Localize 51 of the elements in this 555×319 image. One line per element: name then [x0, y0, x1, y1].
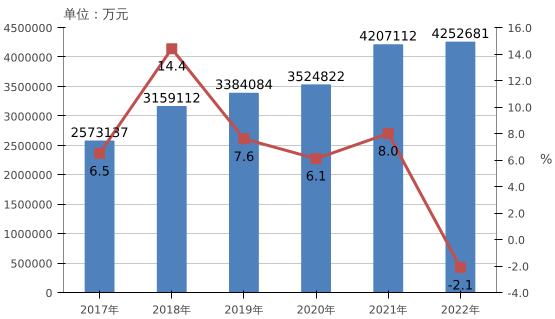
x-tick-label: 2019年	[224, 304, 264, 316]
bar	[156, 106, 187, 292]
y-tick-label: 2000000	[4, 169, 53, 182]
y2-tick-label: 6.0	[508, 154, 525, 168]
point	[310, 153, 322, 164]
x-tick-label: 2017年	[80, 304, 120, 316]
data-label: 8.0	[378, 144, 399, 160]
y-tick-label: 4000000	[4, 51, 53, 64]
x-tick-label: 2022年	[440, 304, 480, 316]
data-label: 6.1	[306, 170, 326, 185]
data-label: 4252681	[431, 27, 490, 42]
bar	[373, 44, 404, 292]
point	[382, 128, 394, 139]
y2-tick-label: 0.0	[508, 234, 525, 247]
y-tick-label: 500000	[10, 258, 53, 271]
y2-tick-label: 10.0	[508, 102, 532, 114]
y2-tick-label: 2.0	[508, 208, 525, 220]
data-label: 3159112	[142, 91, 201, 106]
y-tick-label: 3500000	[4, 80, 53, 94]
data-label: 7.6	[234, 150, 254, 165]
bar	[228, 92, 259, 292]
x-tick-label: 2020年	[296, 304, 336, 316]
data-label: 3524822	[287, 70, 346, 85]
data-label: 4207112	[359, 30, 418, 45]
data-label: -2.1	[448, 278, 474, 294]
y2-tick-label: 8.0	[508, 128, 525, 141]
y2-tick-label: -2.0	[508, 260, 529, 274]
point	[166, 43, 178, 54]
bar	[445, 42, 476, 292]
point	[94, 148, 106, 159]
y-tick-label: 3000000	[4, 110, 53, 124]
data-label: 6.5	[89, 164, 110, 180]
point	[238, 133, 250, 144]
bar	[84, 140, 115, 292]
data-label: 3384084	[214, 78, 273, 94]
bar	[301, 84, 332, 292]
x-tick-label: 2021年	[368, 304, 408, 316]
y-tick-label: 1500000	[4, 198, 53, 212]
y2-tick-label: 14.0	[508, 48, 532, 62]
x-tick-label: 2018年	[152, 304, 192, 316]
y2-tick-label: 16.0	[508, 22, 532, 35]
y-axis-title: 单位：万元	[64, 8, 128, 22]
y-tick-label: 2500000	[4, 140, 53, 153]
y2-tick-label: 12.0	[508, 75, 532, 88]
y2-tick-label: -4.0	[508, 287, 529, 300]
y-tick-label: 0	[46, 287, 52, 300]
y-tick-label: 4500000	[4, 22, 53, 35]
point	[454, 262, 466, 273]
y-tick-label: 1000000	[4, 228, 53, 242]
y2-tick-label: 4.0	[508, 181, 525, 194]
y2-axis-title: %	[540, 152, 552, 168]
